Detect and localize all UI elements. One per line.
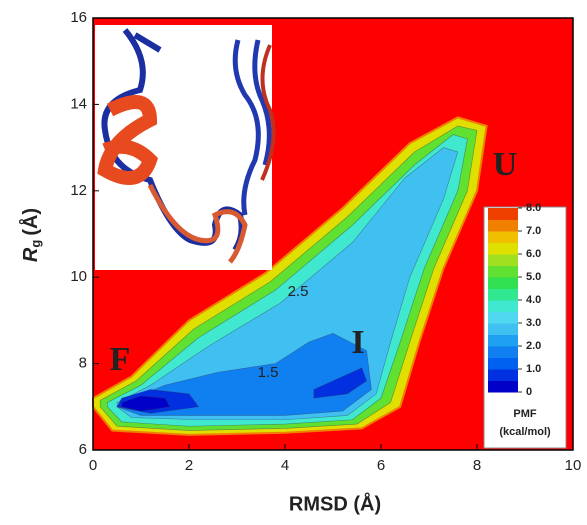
y-axis-title: Rg (Å)	[18, 208, 43, 262]
x-tick-label: 10	[565, 457, 582, 474]
x-tick-label: 4	[281, 457, 289, 474]
colorbar-band	[488, 369, 518, 381]
colorbar-title: PMF	[513, 408, 537, 420]
colorbar-band	[488, 208, 518, 220]
colorbar-band	[488, 265, 518, 278]
colorbar-band	[488, 231, 518, 243]
colorbar-band	[488, 323, 518, 335]
contour-region	[121, 395, 171, 412]
x-tick-label: 2	[185, 457, 193, 474]
x-tick-label: 6	[377, 457, 385, 474]
colorbar-tick-label: 1.0	[526, 363, 541, 375]
contour-region	[313, 367, 367, 399]
y-title-symbol: R	[20, 247, 42, 262]
colorbar-band	[488, 219, 518, 232]
ribbon-right	[232, 39, 272, 216]
y-title-unit: (Å)	[18, 208, 42, 236]
annotation: I	[351, 324, 364, 361]
colorbar-band	[488, 357, 518, 370]
colorbar: 8.0 7.0 6.0 5.0 4.0 3.0 2.0 1.0 0 PMF (kcal/mol)	[483, 202, 567, 449]
y-tick-label: 6	[79, 441, 87, 458]
colorbar-band	[488, 311, 518, 324]
x-tick-label: 0	[89, 457, 97, 474]
colorbar-tick-label: 7.0	[526, 225, 541, 237]
colorbar-tick-label: 0	[526, 386, 532, 398]
colorbar-band	[488, 288, 518, 301]
contour-region	[116, 147, 459, 421]
colorbar-band	[488, 277, 518, 289]
colorbar-tick-label: 4.0	[526, 294, 541, 306]
y-title-subscript: g	[28, 240, 43, 248]
annotation: 1.5	[258, 364, 279, 381]
colorbar-tick-label: 8.0	[526, 202, 541, 214]
ribbon-right-red	[260, 44, 276, 181]
y-tick-label: 16	[70, 9, 87, 26]
x-tick-label: 8	[473, 457, 481, 474]
y-tick-label: 8	[79, 355, 87, 372]
colorbar-band	[488, 380, 518, 393]
y-tick-label: 10	[70, 268, 87, 285]
y-tick-label: 12	[70, 182, 87, 199]
y-tick-label: 14	[70, 95, 87, 112]
plot-area	[92, 18, 573, 450]
colorbar-band	[488, 346, 518, 358]
ribbon-red-loop	[147, 183, 248, 264]
colorbar-tick-label: 6.0	[526, 248, 541, 260]
inset-structure	[95, 25, 276, 270]
colorbar-band	[488, 300, 518, 312]
colorbar-tick-label: 3.0	[526, 317, 541, 329]
annotation: F	[110, 341, 131, 378]
plot-frame	[92, 17, 574, 451]
annotation: U	[493, 146, 518, 183]
colorbar-tick-label: 2.0	[526, 340, 541, 352]
colorbar-band	[488, 334, 518, 347]
colorbar-title: (kcal/mol)	[499, 426, 551, 438]
x-axis-title: RMSD (Å)	[289, 491, 381, 515]
ribbon-red	[97, 95, 159, 185]
annotation: 2.5	[288, 283, 309, 300]
colorbar-band	[488, 242, 518, 255]
colorbar-band	[488, 254, 518, 266]
colorbar-tick-label: 5.0	[526, 271, 541, 283]
